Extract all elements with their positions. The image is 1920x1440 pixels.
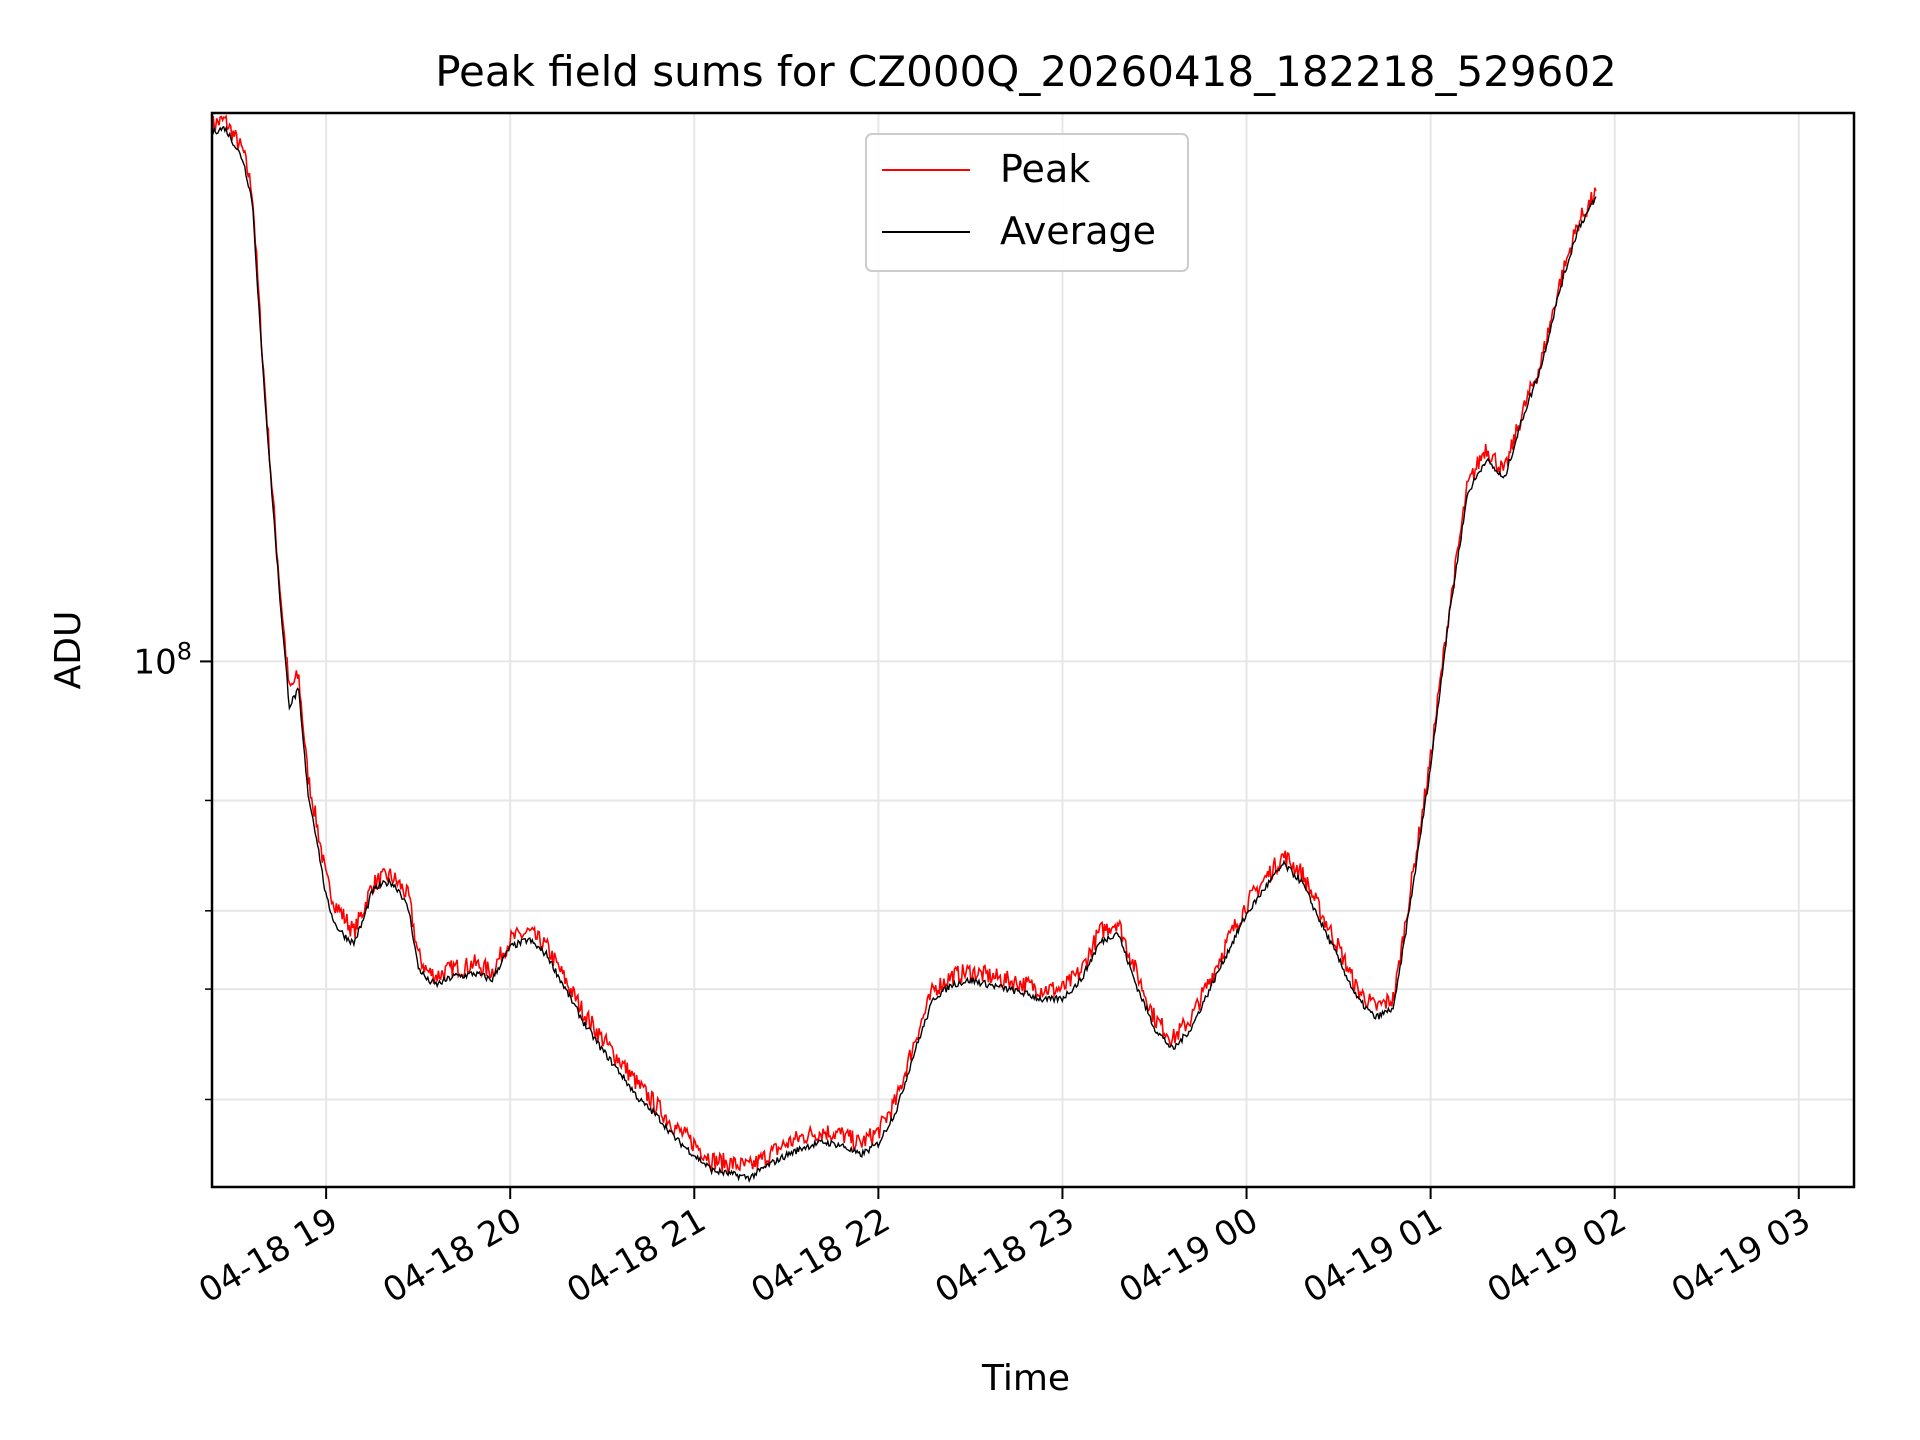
y-axis: 108 xyxy=(133,637,212,1101)
y-axis-label: ADU xyxy=(48,611,89,690)
x-tick-label: 04-19 01 xyxy=(1297,1200,1449,1311)
plot-frame xyxy=(210,111,1856,1189)
legend: Peak Average xyxy=(865,133,1189,272)
legend-box xyxy=(865,133,1189,272)
x-tick-label: 04-18 21 xyxy=(560,1200,712,1311)
legend-peak-label: Peak xyxy=(1000,147,1090,191)
chart-title: Peak field sums for CZ000Q_20260418_1822… xyxy=(435,47,1617,96)
x-tick-label: 04-19 02 xyxy=(1481,1200,1633,1311)
grid xyxy=(212,113,1854,1187)
series-average-line xyxy=(211,125,1597,1183)
x-axis-label: Time xyxy=(981,1358,1070,1399)
x-axis: 04-18 19 04-18 20 04-18 21 04-18 22 04-18 23… xyxy=(192,1187,1817,1311)
x-tick-label: 04-19 00 xyxy=(1113,1200,1265,1311)
x-tick-label: 04-18 20 xyxy=(376,1200,528,1311)
plot-series xyxy=(211,114,1597,1183)
x-tick-label: 04-19 03 xyxy=(1665,1200,1817,1311)
y-tick-label: 108 xyxy=(133,637,192,682)
series-peak-line xyxy=(211,114,1597,1175)
legend-average-label: Average xyxy=(1000,209,1156,253)
x-tick-label: 04-18 19 xyxy=(192,1200,344,1311)
x-tick-label: 04-18 23 xyxy=(929,1200,1081,1311)
x-tick-label: 04-18 22 xyxy=(744,1200,896,1311)
